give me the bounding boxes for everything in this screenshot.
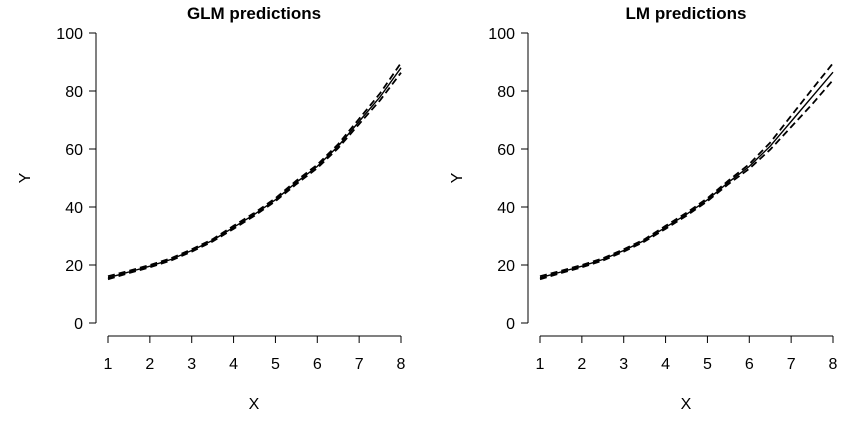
y-axis-label: Y bbox=[17, 172, 34, 183]
glm-panel: GLM predictions 0 20 40 60 80 100 1 2 3 4 5 6 7 8 X Y bbox=[17, 4, 406, 413]
x-tick-label: 7 bbox=[787, 356, 796, 373]
x-axis-label: X bbox=[249, 396, 260, 413]
y-tick-label: 20 bbox=[65, 258, 83, 275]
chart-title: GLM predictions bbox=[187, 4, 321, 23]
y-tick-label: 100 bbox=[488, 26, 515, 43]
y-tick-label: 40 bbox=[65, 200, 83, 217]
y-tick-label: 0 bbox=[506, 316, 515, 333]
x-tick-label: 4 bbox=[229, 356, 238, 373]
x-tick-label: 6 bbox=[313, 356, 322, 373]
x-tick-label: 8 bbox=[397, 356, 406, 373]
y-tick-label: 80 bbox=[65, 84, 83, 101]
y-tick-label: 60 bbox=[65, 142, 83, 159]
y-tick-label: 40 bbox=[497, 200, 515, 217]
prediction-line bbox=[539, 71, 834, 279]
lm-panel: LM predictions 0 20 40 60 80 100 1 2 3 4 5 6 7 8 X Y bbox=[449, 4, 838, 413]
x-tick-label: 6 bbox=[745, 356, 754, 373]
y-tick-label: 0 bbox=[74, 316, 83, 333]
x-tick-label: 8 bbox=[829, 356, 838, 373]
x-tick-label: 4 bbox=[661, 356, 670, 373]
x-tick-label: 1 bbox=[536, 356, 545, 373]
x-tick-label: 7 bbox=[355, 356, 364, 373]
chart-title: LM predictions bbox=[626, 4, 747, 23]
x-tick-label: 3 bbox=[619, 356, 628, 373]
lower-ci-line bbox=[539, 79, 834, 281]
x-tick-label: 2 bbox=[577, 356, 586, 373]
x-tick-label: 2 bbox=[145, 356, 154, 373]
x-tick-label: 1 bbox=[104, 356, 113, 373]
y-tick-label: 20 bbox=[497, 258, 515, 275]
x-axis-label: X bbox=[681, 396, 692, 413]
x-tick-label: 5 bbox=[703, 356, 712, 373]
upper-ci-line bbox=[107, 62, 402, 278]
y-tick-label: 80 bbox=[497, 84, 515, 101]
x-tick-label: 3 bbox=[187, 356, 196, 373]
y-axis-label: Y bbox=[449, 172, 466, 183]
y-tick-label: 60 bbox=[497, 142, 515, 159]
prediction-line bbox=[107, 67, 402, 279]
lower-ci-line bbox=[107, 72, 402, 281]
y-tick-label: 100 bbox=[56, 26, 83, 43]
x-tick-label: 5 bbox=[271, 356, 280, 373]
upper-ci-line bbox=[539, 62, 834, 278]
